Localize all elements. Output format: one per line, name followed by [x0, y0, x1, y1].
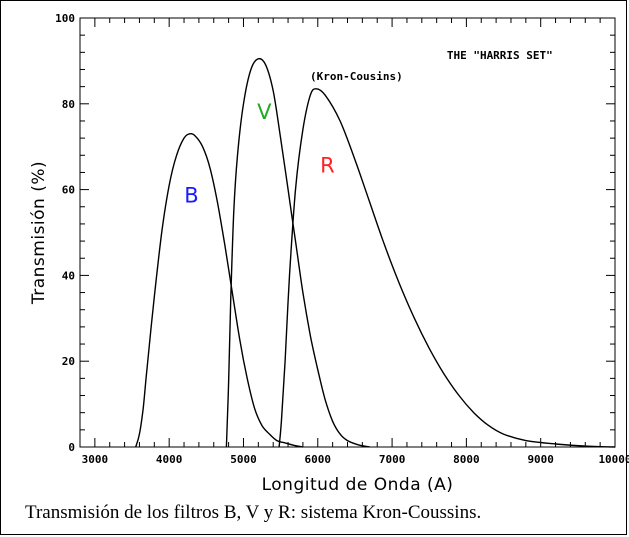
y-tick-label: 60 — [62, 184, 75, 197]
y-tick-label: 80 — [62, 98, 75, 111]
annotation-harris-set: THE "HARRIS SET" — [447, 49, 553, 62]
series-line-r — [278, 88, 616, 448]
x-axis-label: Longitud de Onda (A) — [262, 475, 454, 495]
series-label-v: V — [257, 100, 272, 124]
x-tick-label: 8000 — [453, 453, 480, 466]
x-tick-label: 9000 — [527, 453, 554, 466]
annotation-kron-cousins: (Kron-Cousins) — [310, 70, 403, 83]
y-tick-label: 100 — [55, 12, 75, 25]
filter-curves — [135, 57, 616, 448]
x-tick-label: 5000 — [230, 453, 257, 466]
transmission-chart: 3000 4000 5000 6000 7000 8000 9000 10000 0 20 40 60… — [29, 12, 629, 495]
chart-labels: 3000 4000 5000 6000 7000 8000 9000 10000 0 20 40 60… — [29, 12, 629, 495]
x-tick-label: 7000 — [379, 453, 406, 466]
x-tick-label: 3000 — [82, 453, 109, 466]
series-line-v — [225, 57, 370, 448]
series-line-b — [135, 133, 304, 448]
x-tick-label: 4000 — [156, 453, 183, 466]
figure-caption: Transmisión de los filtros B, V y R: sis… — [25, 502, 482, 523]
plot-axes — [79, 17, 616, 448]
series-label-b: B — [184, 183, 198, 207]
y-tick-label: 40 — [62, 269, 75, 282]
y-tick-label: 20 — [62, 355, 75, 368]
x-tick-label: 6000 — [305, 453, 332, 466]
y-tick-label: 0 — [68, 441, 75, 454]
x-tick-label: 10000 — [598, 453, 629, 466]
y-axis-label: Transmisión (%) — [29, 161, 49, 305]
series-label-r: R — [320, 153, 335, 177]
